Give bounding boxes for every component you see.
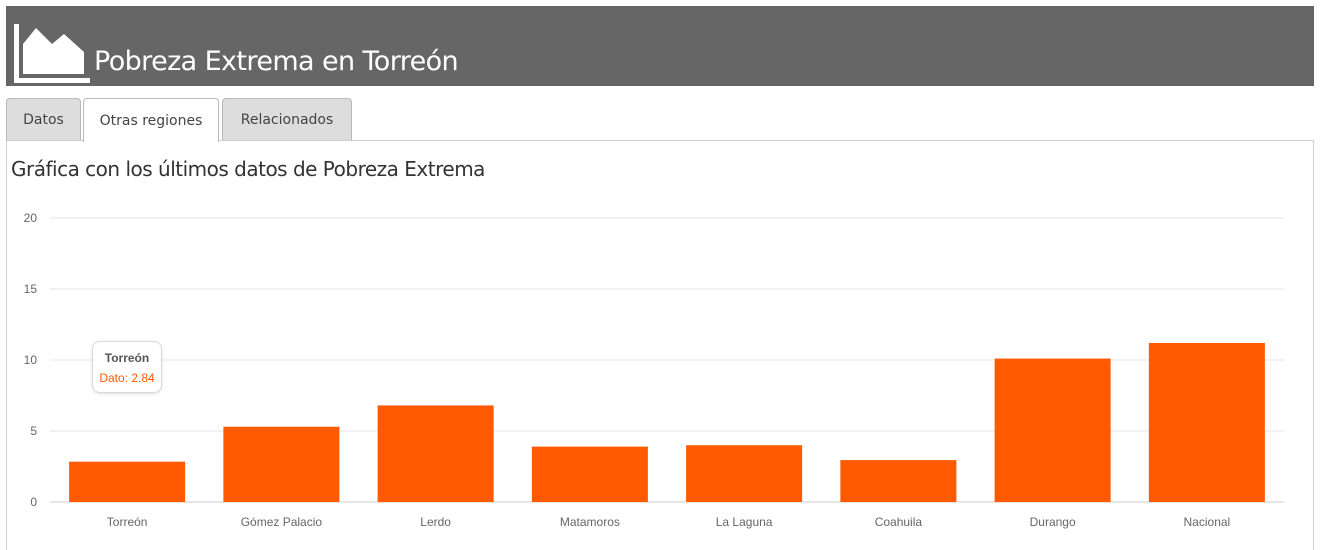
x-tick-label: Torreón	[107, 515, 148, 529]
bar-4[interactable]	[686, 445, 803, 502]
x-tick-label: Lerdo	[420, 515, 451, 529]
x-tick-label: Matamoros	[560, 515, 620, 529]
x-tick-label: Durango	[1030, 515, 1076, 529]
bar-0[interactable]	[69, 461, 186, 502]
bar-6[interactable]	[994, 358, 1111, 502]
chart-panel-title: Gráfica con los últimos datos de Pobreza…	[11, 157, 485, 181]
tab-datos[interactable]: Datos	[6, 98, 81, 141]
y-tick-label: 10	[24, 353, 38, 367]
bar-7[interactable]	[1148, 342, 1265, 502]
x-tick-label: Gómez Palacio	[241, 515, 323, 529]
bar-2[interactable]	[377, 405, 494, 502]
bar-5[interactable]	[840, 460, 957, 502]
tooltip-value: Dato: 2.84	[99, 371, 155, 385]
tooltip-title: Torreón	[104, 351, 150, 365]
x-tick-label: Coahuila	[875, 515, 923, 529]
bar-1[interactable]	[223, 426, 340, 502]
tab-relacionados[interactable]: Relacionados	[222, 98, 352, 141]
chart-tooltip: Torreón Dato: 2.84	[92, 341, 162, 393]
bar-3[interactable]	[531, 446, 648, 502]
y-tick-label: 5	[30, 424, 37, 438]
page-header: Pobreza Extrema en Torreón	[6, 6, 1314, 86]
x-tick-label: La Laguna	[716, 515, 773, 529]
x-tick-label: Nacional	[1184, 515, 1231, 529]
y-tick-label: 15	[24, 282, 38, 296]
area-chart-icon	[14, 24, 90, 83]
page-title: Pobreza Extrema en Torreón	[94, 46, 459, 77]
tab-otras-regiones[interactable]: Otras regiones	[83, 98, 219, 142]
y-tick-label: 0	[30, 495, 37, 509]
y-tick-label: 20	[24, 211, 38, 225]
